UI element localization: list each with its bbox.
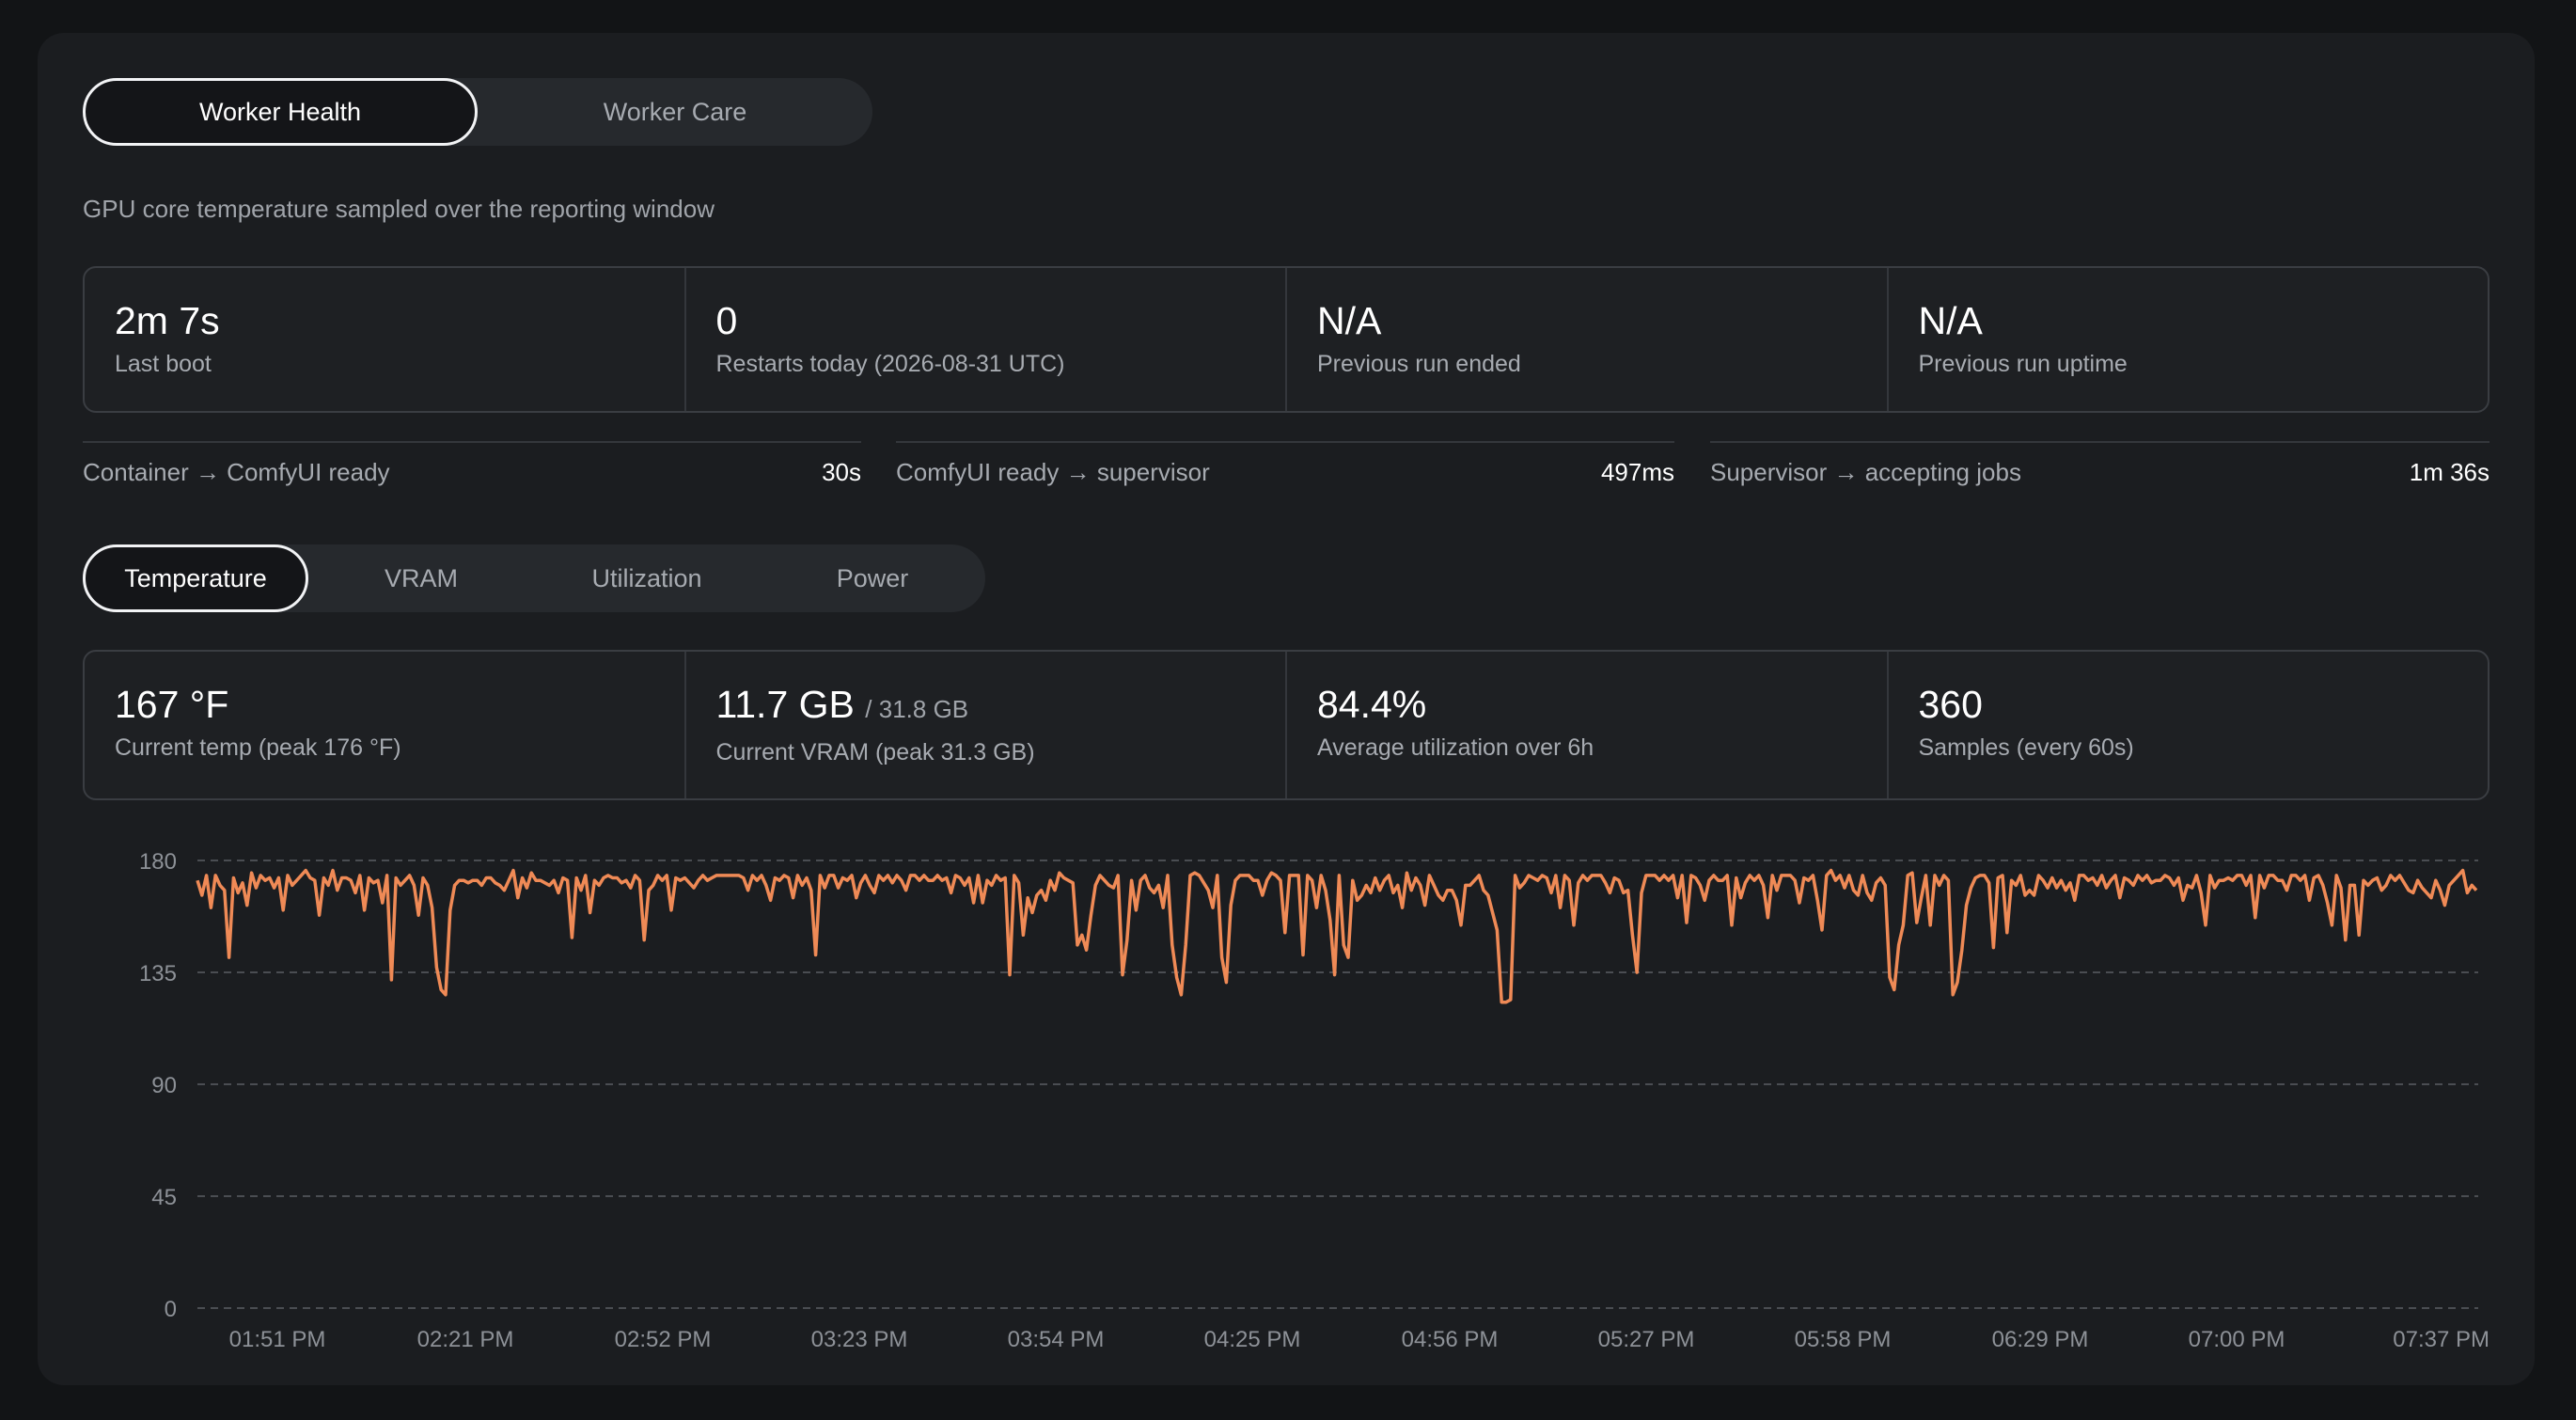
stat-value: 167 °F	[115, 680, 654, 729]
tab-temperature[interactable]: Temperature	[83, 544, 308, 612]
stat-value-total: / 31.8 GB	[865, 695, 969, 723]
stat-current-vram: 11.7 GB / 31.8 GB Current VRAM (peak 31.…	[683, 652, 1286, 798]
stat-label: Current temp (peak 176 °F)	[115, 734, 401, 761]
timing-value: 497ms	[1600, 458, 1674, 486]
x-tick-label: 07:37 PM	[2393, 1327, 2490, 1352]
x-tick-label: 05:27 PM	[1598, 1327, 1695, 1352]
tab-worker-health[interactable]: Worker Health	[83, 78, 478, 146]
y-tick-label: 90	[151, 1073, 177, 1098]
temperature-series-line	[196, 868, 2478, 1004]
stat-current-temp: 167 °F Current temp (peak 176 °F)	[85, 652, 684, 798]
stat-value-main: 360	[1918, 683, 1983, 726]
timing-comfyui-to-supervisor: ComfyUI ready → supervisor 497ms	[896, 441, 1674, 487]
stat-value: N/A	[1918, 299, 1983, 342]
tab-worker-care[interactable]: Worker Care	[603, 97, 747, 126]
stat-label: Restarts today (2026-08-31 UTC)	[715, 351, 1065, 377]
stat-value-main: 167 °F	[115, 683, 229, 726]
x-tick-label: 04:56 PM	[1402, 1327, 1499, 1352]
stat-last-boot: 2m 7s Last boot	[85, 268, 684, 411]
metric-tab-bar: Temperature VRAM Utilization Power	[83, 544, 985, 612]
tab-utilization[interactable]: Utilization	[591, 563, 702, 592]
stat-previous-run-uptime: N/A Previous run uptime	[1886, 268, 2489, 411]
y-tick-label: 45	[151, 1185, 177, 1210]
x-tick-label: 04:25 PM	[1204, 1327, 1301, 1352]
temperature-chart[interactable]: 0 45 90 135 180 01:51 PM 02:21 PM 02:52 PM 03:23…	[38, 813, 2535, 1368]
top-tab-bar: Worker Health Worker Care	[83, 78, 872, 146]
tab-power[interactable]: Power	[836, 563, 909, 592]
stat-restarts-today: 0 Restarts today (2026-08-31 UTC)	[683, 268, 1286, 411]
y-tick-label: 0	[165, 1297, 177, 1322]
stat-label: Previous run ended	[1317, 351, 1521, 377]
timing-label: Container → ComfyUI ready	[83, 458, 390, 486]
stat-value: 2m 7s	[115, 299, 220, 342]
x-tick-label: 02:21 PM	[417, 1327, 514, 1352]
stat-value: N/A	[1317, 299, 1382, 342]
stat-value: 360	[1919, 680, 2458, 729]
timing-value: 30s	[822, 458, 861, 486]
stat-value: 0	[715, 299, 738, 342]
timing-label: ComfyUI ready → supervisor	[896, 458, 1210, 486]
stat-value-main: 11.7 GB	[715, 683, 855, 726]
x-tick-label: 03:23 PM	[811, 1327, 908, 1352]
x-tick-label: 06:29 PM	[1992, 1327, 2089, 1352]
timing-container-to-comfyui: Container → ComfyUI ready 30s	[83, 441, 861, 487]
stat-label: Samples (every 60s)	[1918, 734, 2134, 761]
y-tick-label: 135	[139, 961, 177, 986]
stat-value-main: 84.4%	[1317, 683, 1427, 726]
metric-stats: 167 °F Current temp (peak 176 °F) 11.7 G…	[83, 650, 2490, 800]
timing-value: 1m 36s	[2409, 458, 2490, 486]
tab-vram[interactable]: VRAM	[384, 563, 458, 592]
stat-label: Current VRAM (peak 31.3 GB)	[715, 739, 1035, 765]
y-tick-label: 180	[139, 849, 177, 875]
stat-previous-run-ended: N/A Previous run ended	[1285, 268, 1887, 411]
timing-label: Supervisor → accepting jobs	[1710, 458, 2021, 486]
panel-subtitle: GPU core temperature sampled over the re…	[83, 195, 715, 223]
x-tick-label: 02:52 PM	[615, 1327, 712, 1352]
x-tick-label: 03:54 PM	[1008, 1327, 1105, 1352]
timing-supervisor-to-jobs: Supervisor → accepting jobs 1m 36s	[1710, 441, 2490, 487]
stat-label: Previous run uptime	[1918, 351, 2128, 377]
worker-health-panel: Worker Health Worker Care GPU core tempe…	[38, 33, 2535, 1385]
x-tick-label: 01:51 PM	[229, 1327, 326, 1352]
stat-value: 11.7 GB / 31.8 GB	[716, 680, 1256, 734]
stat-value: 84.4%	[1317, 680, 1857, 729]
stat-label: Average utilization over 6h	[1317, 734, 1594, 761]
x-tick-label: 07:00 PM	[2189, 1327, 2285, 1352]
stat-label: Last boot	[115, 351, 212, 377]
x-tick-label: 05:58 PM	[1795, 1327, 1892, 1352]
stat-average-utilization: 84.4% Average utilization over 6h	[1285, 652, 1887, 798]
summary-stats: 2m 7s Last boot 0 Restarts today (2026-0…	[83, 266, 2490, 413]
stat-samples: 360 Samples (every 60s)	[1886, 652, 2489, 798]
